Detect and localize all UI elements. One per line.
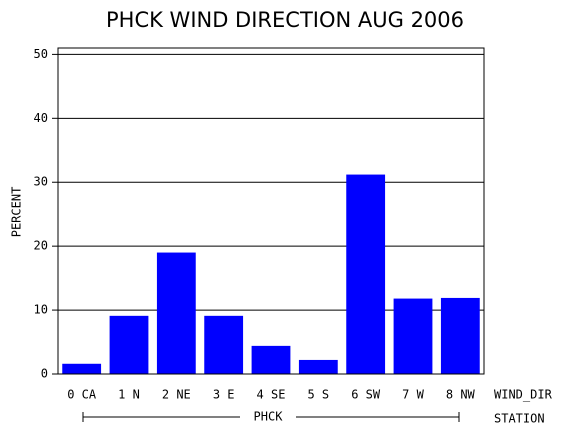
x-tick-label: 4 SE [257, 388, 286, 402]
bar [109, 315, 149, 374]
bar [393, 298, 433, 374]
plot-frame [57, 47, 485, 375]
y-tick-label: 0 [41, 367, 48, 381]
bar [156, 252, 196, 374]
x-axis-label: WIND_DIR [494, 388, 553, 402]
bar [298, 359, 338, 374]
x-tick-label: 1 N [118, 388, 140, 402]
y-tick-label: 30 [34, 175, 48, 189]
chart-title: PHCK WIND DIRECTION AUG 2006 [106, 8, 464, 32]
y-tick-label: 50 [34, 47, 48, 61]
y-axis-label: PERCENT [10, 187, 24, 238]
y-tick-label: 40 [34, 111, 48, 125]
x-tick-label: 7 W [402, 388, 424, 402]
group-axis-label: STATION [494, 412, 545, 426]
x-tick-label: 2 NE [162, 388, 191, 402]
bar [346, 174, 386, 374]
x-tick-label: 0 CA [67, 388, 97, 402]
x-tick-label: 5 S [307, 388, 329, 402]
x-tick-label: 8 NW [446, 388, 476, 402]
y-tick-label: 20 [34, 239, 48, 253]
y-tick-label: 10 [34, 303, 48, 317]
x-tick-label: 3 E [213, 388, 235, 402]
x-tick-label: 6 SW [351, 388, 381, 402]
group-bracket [82, 412, 460, 422]
bar [204, 315, 244, 374]
group-label: PHCK [254, 410, 284, 424]
bar [251, 345, 291, 374]
bar [62, 363, 102, 374]
bar [440, 297, 480, 374]
